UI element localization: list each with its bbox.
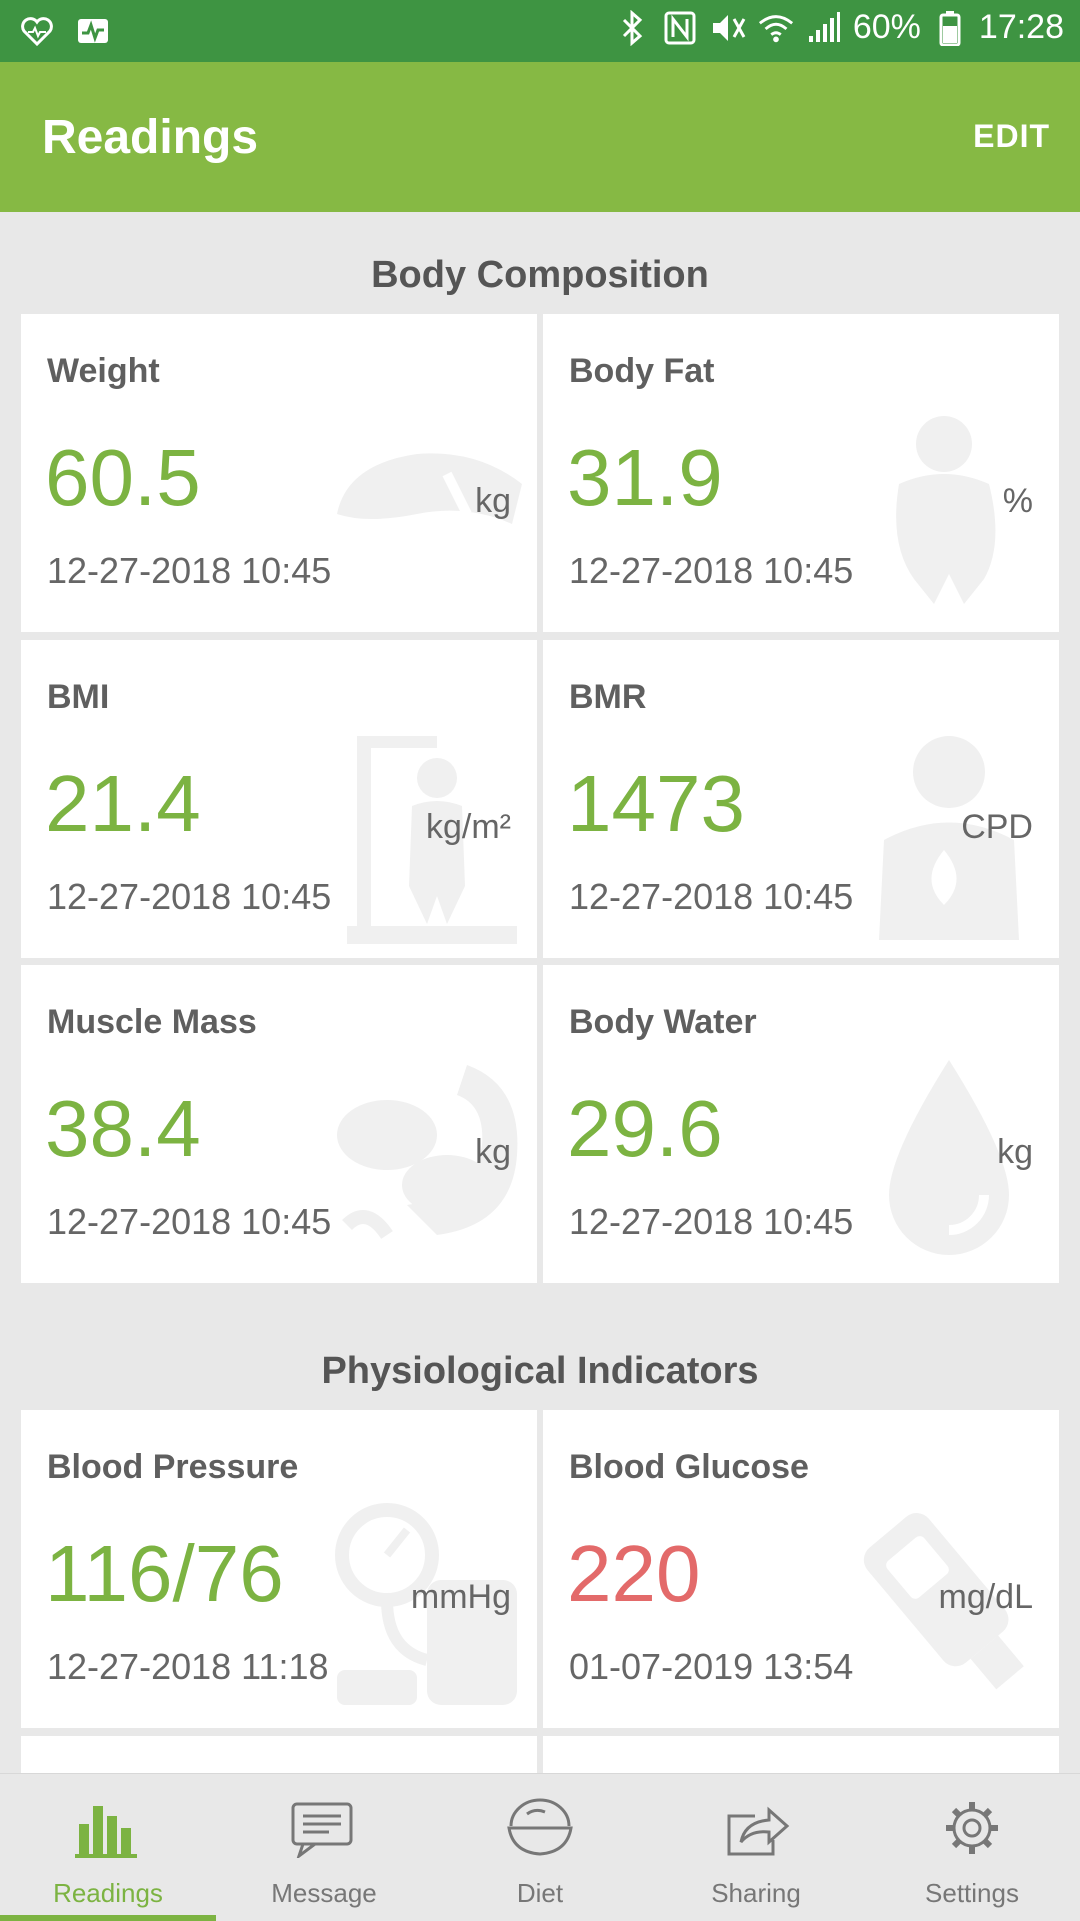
card-unit: kg <box>475 482 511 520</box>
card-datetime: 12-27-2018 11:18 <box>47 1646 329 1687</box>
glucose-meter-icon <box>863 1513 1024 1690</box>
card-value: 29.6 <box>567 1084 723 1173</box>
card-title: Weight <box>47 352 160 390</box>
card-bmi[interactable]: BMI 21.4 kg/m² 12-27-2018 10:45 <box>21 640 537 958</box>
muscle-icon <box>337 1065 518 1240</box>
nfc-icon <box>661 9 699 47</box>
card-unit: mmHg <box>410 1578 511 1616</box>
bar-chart-icon <box>75 1806 137 1858</box>
battery-icon <box>931 9 969 47</box>
card-title: Body Fat <box>569 352 715 390</box>
card-muscle-mass[interactable]: Muscle Mass 38.4 kg 12-27-2018 10:45 <box>21 965 537 1283</box>
card-bmr[interactable]: BMR 1473 CPD 12-27-2018 10:45 <box>543 640 1059 958</box>
card-partial <box>21 1736 537 1773</box>
card-value: 220 <box>567 1529 701 1618</box>
share-icon <box>727 1806 790 1856</box>
card-title: BMI <box>47 678 110 716</box>
card-datetime: 12-27-2018 10:45 <box>569 550 854 591</box>
bluetooth-icon <box>613 9 651 47</box>
card-blood-glucose[interactable]: Blood Glucose 220 mg/dL 01-07-2019 13:54 <box>543 1410 1059 1728</box>
card-datetime: 01-07-2019 13:54 <box>569 1646 854 1687</box>
heart-monitor-icon <box>18 12 56 50</box>
clock: 17:28 <box>978 8 1064 46</box>
card-weight[interactable]: Weight 60.5 kg 12-27-2018 10:45 <box>21 314 537 632</box>
card-title: Muscle Mass <box>47 1003 257 1041</box>
card-datetime: 12-27-2018 10:45 <box>47 1201 332 1242</box>
card-title: BMR <box>569 678 647 716</box>
active-tab-indicator <box>0 1915 216 1921</box>
card-title: Blood Pressure <box>47 1448 299 1486</box>
nav-label: Readings <box>53 1878 163 1908</box>
card-title: Blood Glucose <box>569 1448 809 1486</box>
page-title: Readings <box>42 111 259 164</box>
battery-percent: 60% <box>852 8 921 46</box>
mute-icon <box>709 9 747 47</box>
card-unit: % <box>1002 482 1033 520</box>
nav-diet[interactable]: Diet <box>432 1774 648 1921</box>
nav-label: Diet <box>516 1878 564 1908</box>
card-unit: mg/dL <box>938 1578 1034 1616</box>
card-title: Body Water <box>569 1003 757 1041</box>
card-value: 31.9 <box>567 433 723 522</box>
section-title-body-composition: Body Composition <box>371 254 709 296</box>
message-icon <box>291 1802 353 1858</box>
card-datetime: 12-27-2018 10:45 <box>47 550 332 591</box>
nav-label: Sharing <box>711 1878 801 1908</box>
card-partial <box>543 1736 1059 1773</box>
height-scale-icon <box>347 736 517 944</box>
card-unit: kg <box>997 1133 1033 1171</box>
card-unit: kg/m² <box>426 808 511 846</box>
blood-pressure-icon <box>335 1503 517 1705</box>
wifi-icon <box>757 9 795 47</box>
status-bar: 60% 17:28 <box>0 0 1080 62</box>
card-value: 21.4 <box>45 759 201 848</box>
water-drop-icon <box>889 1060 1009 1255</box>
nav-label: Settings <box>925 1878 1019 1908</box>
edit-button[interactable]: EDIT <box>973 118 1050 154</box>
section-title-physiological-indicators: Physiological Indicators <box>321 1350 759 1392</box>
card-body-fat[interactable]: Body Fat 31.9 % 12-27-2018 10:45 <box>543 314 1059 632</box>
card-unit: kg <box>475 1133 511 1171</box>
gear-icon <box>946 1802 998 1854</box>
card-value: 38.4 <box>45 1084 201 1173</box>
nav-label: Message <box>271 1878 377 1908</box>
card-datetime: 12-27-2018 10:45 <box>569 1201 854 1242</box>
app-bar: Readings EDIT <box>0 62 1080 212</box>
card-value: 1473 <box>567 759 745 848</box>
card-value: 116/76 <box>45 1529 284 1618</box>
scale-icon <box>337 453 522 524</box>
bottom-navigation: Readings Message Diet Sharing Settings <box>0 1773 1080 1921</box>
card-unit: CPD <box>961 808 1033 846</box>
card-body-water[interactable]: Body Water 29.6 kg 12-27-2018 10:45 <box>543 965 1059 1283</box>
metabolism-icon <box>879 736 1019 940</box>
card-blood-pressure[interactable]: Blood Pressure 116/76 mmHg 12-27-2018 11… <box>21 1410 537 1728</box>
card-datetime: 12-27-2018 10:45 <box>569 876 854 917</box>
activity-app-icon <box>74 12 112 50</box>
card-datetime: 12-27-2018 10:45 <box>47 876 332 917</box>
card-value: 60.5 <box>45 433 201 522</box>
nav-settings[interactable]: Settings <box>864 1774 1080 1921</box>
nav-sharing[interactable]: Sharing <box>648 1774 864 1921</box>
nav-message[interactable]: Message <box>216 1774 432 1921</box>
signal-icon <box>805 9 843 47</box>
nav-readings[interactable]: Readings <box>0 1774 216 1921</box>
diet-bowl-icon <box>507 1798 573 1856</box>
body-fat-icon <box>896 416 996 604</box>
